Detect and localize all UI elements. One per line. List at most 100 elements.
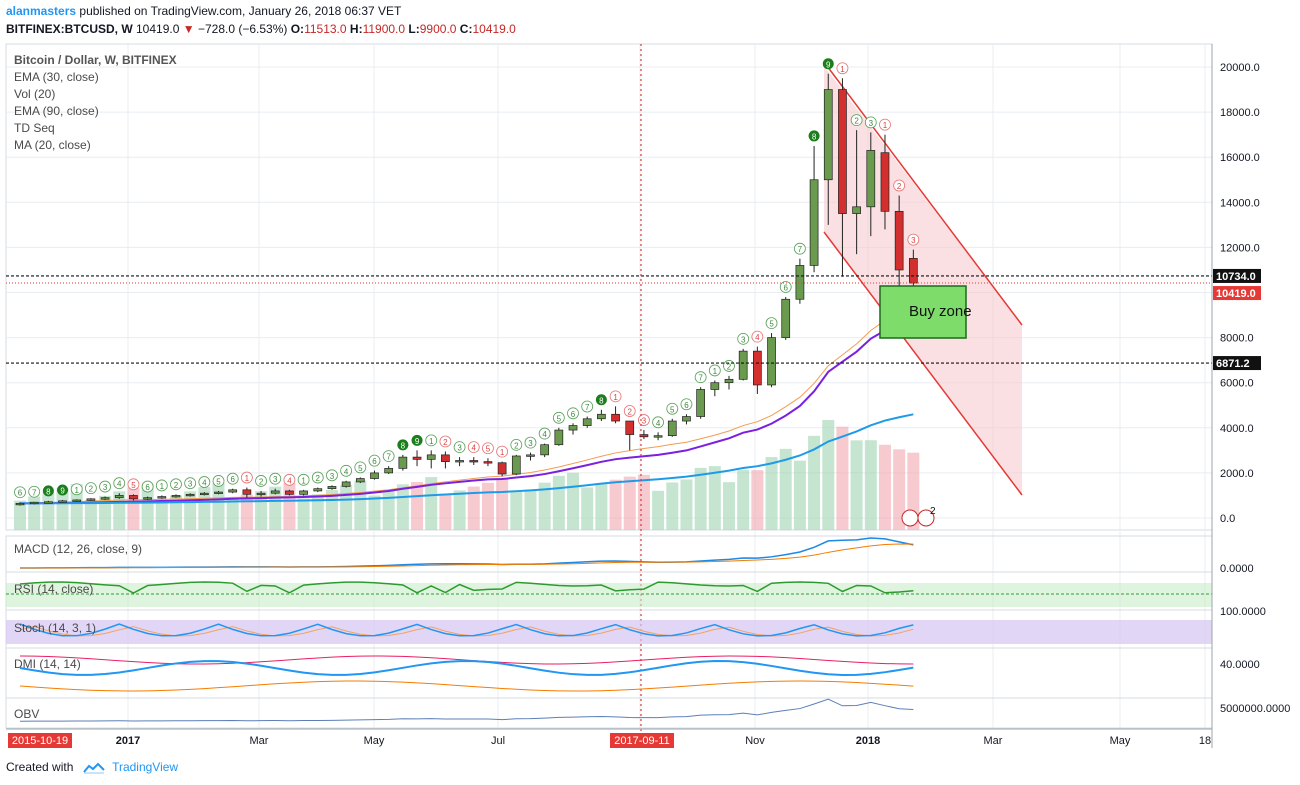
td-seq-circle	[751, 330, 764, 343]
moving-averages	[19, 304, 914, 505]
author-name[interactable]: alanmasters	[6, 4, 77, 18]
td-seq-marker: 2	[311, 471, 324, 484]
td-seq-marker: 1	[240, 471, 253, 484]
td-seq-number: 3	[330, 472, 335, 481]
td-seq-marker: 3	[864, 116, 877, 129]
td-seq-number: 2	[628, 408, 633, 417]
candle-body	[554, 429, 564, 446]
pane-title-obv[interactable]: OBV	[14, 707, 40, 721]
volume-bar	[680, 479, 693, 530]
td-seq-marker: 2	[623, 405, 636, 417]
candle-body	[724, 378, 734, 384]
volume-bar	[637, 474, 650, 530]
td-seq-marker: 1	[496, 445, 509, 458]
pane-title-dmi[interactable]: DMI (14, 14)	[14, 657, 81, 671]
legend-ema90[interactable]: EMA (90, close)	[14, 104, 99, 118]
td-seq-circle	[113, 477, 126, 490]
volume-bar	[723, 482, 735, 530]
td-seq-marker: 2	[850, 114, 863, 127]
legend-ma20[interactable]: MA (20, close)	[14, 138, 91, 152]
rsi-line	[19, 581, 914, 594]
volume-bar	[425, 477, 438, 530]
td-seq-marker: 6	[368, 454, 381, 467]
volume-bar	[340, 485, 353, 530]
candle-body	[866, 150, 876, 208]
macd-scale-label: 0.0000	[1220, 563, 1254, 575]
candle-body	[15, 502, 25, 506]
volume-bar	[99, 495, 112, 530]
legend-title[interactable]: Bitcoin / Dollar, W, BITFINEX	[14, 53, 177, 67]
volume-bar	[411, 482, 424, 530]
volume-bar	[127, 487, 140, 530]
volume-bar	[14, 500, 26, 530]
tradingview-link[interactable]: TradingView	[112, 760, 179, 774]
y-tick-label: 20000.0	[1220, 62, 1260, 74]
td-seq-number: 3	[642, 417, 647, 426]
pane-title-rsi[interactable]: RSI (14, close)	[14, 582, 94, 596]
y-tick-label: 12000.0	[1220, 242, 1260, 254]
td-seq-marker: 3	[269, 472, 282, 485]
td-seq-marker: 4	[467, 441, 480, 454]
td-seq-number: 3	[103, 483, 108, 492]
candle-body	[809, 179, 819, 266]
td-seq-number: 2	[174, 481, 179, 490]
legend-ema30[interactable]: EMA (30, close)	[14, 70, 99, 84]
td-seq-marker: 3	[99, 480, 111, 493]
candle-body	[738, 350, 748, 380]
sub-pane-border	[5, 697, 1213, 729]
obv-line	[19, 698, 914, 722]
td-seq-number: 7	[585, 403, 590, 412]
y-tick-label: 18000.0	[1220, 107, 1260, 119]
td-seq-marker: 3	[737, 332, 750, 345]
candle-body	[299, 490, 308, 495]
volume-bar	[155, 499, 168, 530]
volume-bar	[567, 472, 580, 530]
tradingview-logo-icon	[82, 762, 105, 774]
rsi-band	[6, 583, 1212, 607]
open-label: O:	[290, 22, 305, 36]
x-tick-label: Mar	[250, 735, 269, 747]
candle-body	[100, 497, 110, 500]
candle-body	[753, 350, 762, 386]
obv-scale-label: 5000000.0000	[1220, 703, 1291, 715]
td-seq-marker: 5	[666, 402, 679, 415]
td-seq-number: 5	[769, 320, 774, 329]
candle-body	[426, 454, 436, 460]
td-seq-marker: 8	[595, 394, 607, 406]
candle-body	[58, 500, 67, 503]
td-seq-number: 6	[145, 483, 150, 492]
start-date-tag-bg	[8, 733, 72, 748]
candle-body	[653, 435, 663, 438]
td-seq-marker: 8	[42, 485, 54, 497]
legend-tdseq[interactable]: TD Seq	[14, 121, 55, 135]
volume-bar	[42, 492, 55, 530]
td-seq-circle	[623, 405, 636, 417]
pane-title-stoch[interactable]: Stoch (14, 3, 1)	[14, 621, 97, 635]
td-seq-number: 1	[429, 437, 434, 446]
candle-body	[696, 389, 705, 417]
descending-channel	[823, 61, 1023, 496]
td-seq-marker: 6	[680, 398, 693, 411]
volume-bar	[850, 440, 863, 530]
td-seq-number: 6	[571, 410, 576, 419]
volume-bar	[552, 475, 565, 530]
pane-title-macd[interactable]: MACD (12, 26, close, 9)	[14, 542, 143, 556]
candle-body	[497, 462, 507, 475]
open-value: 11513.0	[304, 22, 347, 36]
volume-bar	[836, 426, 849, 530]
td-seq-circle	[708, 364, 721, 377]
td-seq-circle	[439, 435, 452, 448]
td-seq-marker: 8	[397, 439, 409, 451]
x-tick-label: Nov	[745, 735, 765, 747]
legend-vol[interactable]: Vol (20)	[14, 87, 56, 101]
high-value: 11900.0	[362, 22, 406, 36]
price-change: −728.0 (−6.53%)	[197, 22, 288, 36]
td-seq-number: 3	[457, 444, 462, 453]
candle-body	[625, 420, 635, 435]
candle-body	[781, 298, 791, 338]
td-seq-marker: 1	[879, 118, 891, 131]
y-tick-label: 14000.0	[1220, 197, 1260, 209]
x-tick-label: 2018	[856, 735, 880, 747]
td-seq-marker: 4	[751, 330, 764, 343]
